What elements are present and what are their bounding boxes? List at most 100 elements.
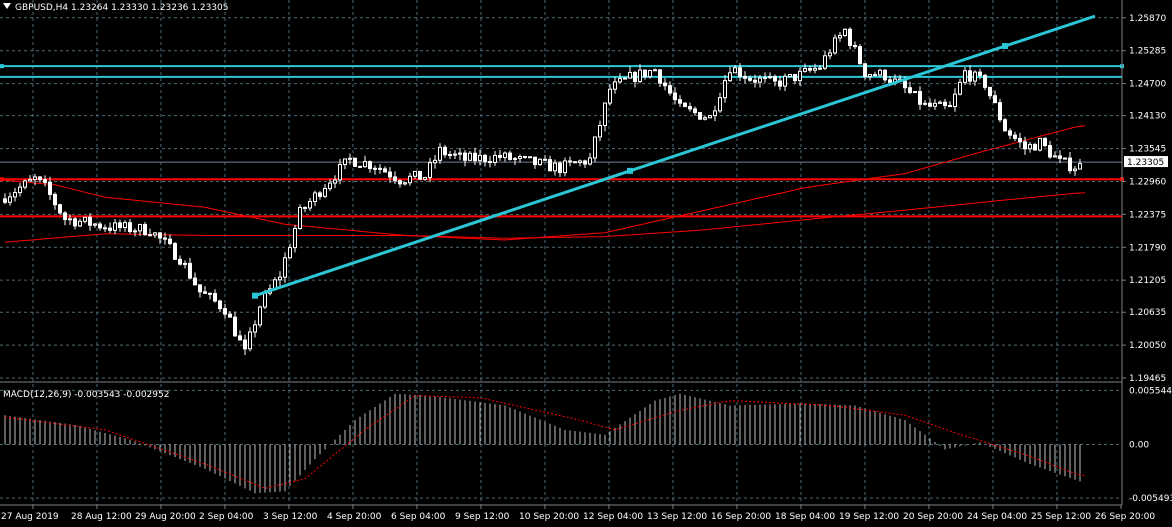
time-tick-label: 13 Sep 12:00 bbox=[647, 512, 707, 522]
candle-bull bbox=[113, 222, 117, 231]
candle-bear bbox=[233, 316, 237, 337]
candle-bear bbox=[98, 223, 102, 229]
trendline[interactable] bbox=[252, 14, 1096, 299]
candle-bull bbox=[618, 78, 622, 83]
candle-bull bbox=[933, 102, 937, 107]
time-tick-label: 16 Sep 20:00 bbox=[711, 512, 771, 522]
price-tick-label: 1.21790 bbox=[1129, 243, 1166, 253]
candle-bear bbox=[473, 152, 477, 162]
candle-bull bbox=[593, 136, 597, 159]
candle-bear bbox=[848, 28, 852, 46]
candle-bear bbox=[488, 161, 492, 164]
price-tick-label: 1.24700 bbox=[1129, 80, 1166, 90]
candle-bear bbox=[1068, 157, 1072, 172]
time-tick-label: 26 Sep 20:00 bbox=[1095, 512, 1155, 522]
candle-bull bbox=[728, 72, 732, 82]
candle-bear bbox=[1003, 119, 1007, 132]
price-tick-label: 1.25870 bbox=[1129, 14, 1166, 24]
price-axis: 1.25870 1.25285 1.24700 1.24130 1.23545 1.229… bbox=[1122, 14, 1166, 384]
candle-bear bbox=[193, 277, 197, 286]
candle-bear bbox=[1013, 134, 1017, 139]
candle-bear bbox=[368, 161, 372, 170]
candle-bull bbox=[363, 161, 367, 168]
candle-bull bbox=[298, 206, 302, 229]
candle-bear bbox=[883, 69, 887, 81]
candle-bull bbox=[83, 216, 87, 222]
price-tick-label: 1.20050 bbox=[1129, 341, 1166, 351]
candle-bull bbox=[603, 102, 607, 127]
line-handle-icon bbox=[0, 177, 4, 182]
candle-bull bbox=[813, 67, 817, 71]
candle-bear bbox=[908, 87, 912, 93]
candle-bull bbox=[578, 160, 582, 164]
candle-bear bbox=[108, 227, 112, 231]
candle-bear bbox=[1018, 137, 1022, 143]
candle-bear bbox=[523, 155, 527, 158]
candle-bull bbox=[783, 75, 787, 87]
candle-bull bbox=[953, 93, 957, 108]
candle-bear bbox=[1008, 130, 1012, 136]
time-tick-label: 9 Sep 12:00 bbox=[455, 512, 510, 522]
macd-panel bbox=[4, 393, 1086, 494]
candle-bull bbox=[828, 52, 832, 57]
candle-bull bbox=[788, 73, 792, 77]
candle-bear bbox=[103, 227, 107, 230]
candle-bear bbox=[738, 67, 742, 77]
candle-bear bbox=[418, 170, 422, 180]
candle-bull bbox=[348, 157, 352, 160]
candle-bull bbox=[13, 192, 17, 198]
candle-bull bbox=[958, 81, 962, 95]
candle-bear bbox=[778, 80, 782, 87]
price-tick-label: 1.19465 bbox=[1129, 374, 1166, 384]
candle-bull bbox=[18, 186, 22, 194]
candle-bull bbox=[68, 218, 72, 221]
trendline-handle-icon bbox=[1002, 43, 1008, 50]
candle-bull bbox=[758, 77, 762, 83]
candle-bear bbox=[388, 171, 392, 178]
candle-bull bbox=[308, 200, 312, 209]
candle-bear bbox=[198, 284, 202, 293]
candle-bear bbox=[688, 106, 692, 110]
candle-bear bbox=[983, 74, 987, 88]
candle-bear bbox=[53, 193, 57, 206]
candle-bear bbox=[1048, 145, 1052, 158]
candle-bear bbox=[998, 102, 1002, 121]
candle-bear bbox=[238, 335, 242, 341]
candle-bear bbox=[808, 68, 812, 71]
time-tick-label: 3 Sep 12:00 bbox=[263, 512, 318, 522]
trendline-segment bbox=[254, 14, 1096, 298]
candle-bear bbox=[748, 77, 752, 81]
candle-bear bbox=[243, 339, 247, 350]
candle-bear bbox=[143, 223, 147, 236]
candle-bear bbox=[568, 160, 572, 163]
candle-bull bbox=[93, 223, 97, 226]
candle-bear bbox=[228, 313, 232, 318]
candle-bear bbox=[558, 162, 562, 174]
candle-bull bbox=[768, 76, 772, 79]
candle-bear bbox=[158, 232, 162, 239]
candle-bull bbox=[1028, 144, 1032, 150]
candle-bear bbox=[393, 176, 397, 182]
symbol-header: GBPUSD,H4 1.23264 1.23330 1.23236 1.2330… bbox=[15, 3, 228, 13]
candle-bear bbox=[213, 293, 217, 302]
candle-bull bbox=[843, 28, 847, 37]
candle-bull bbox=[468, 152, 472, 161]
candle-bull bbox=[718, 97, 722, 112]
horizontal-lines[interactable] bbox=[0, 64, 1124, 218]
candle-bull bbox=[248, 331, 252, 350]
candle-bull bbox=[263, 292, 267, 308]
time-axis: 27 Aug 2019 28 Aug 12:00 29 Aug 20:00 2 Sep… bbox=[1, 505, 1155, 522]
candle-bull bbox=[313, 192, 317, 202]
candle-bull bbox=[553, 162, 557, 172]
candle-bull bbox=[598, 125, 602, 138]
line-handle-icon bbox=[0, 64, 4, 69]
candle-bear bbox=[203, 291, 207, 294]
candle-bull bbox=[518, 155, 522, 159]
candle-bear bbox=[178, 258, 182, 265]
candle-bull bbox=[588, 157, 592, 165]
candle-bull bbox=[608, 88, 612, 104]
candle-bear bbox=[743, 75, 747, 79]
candle-bear bbox=[398, 180, 402, 185]
candle-bear bbox=[928, 102, 932, 107]
